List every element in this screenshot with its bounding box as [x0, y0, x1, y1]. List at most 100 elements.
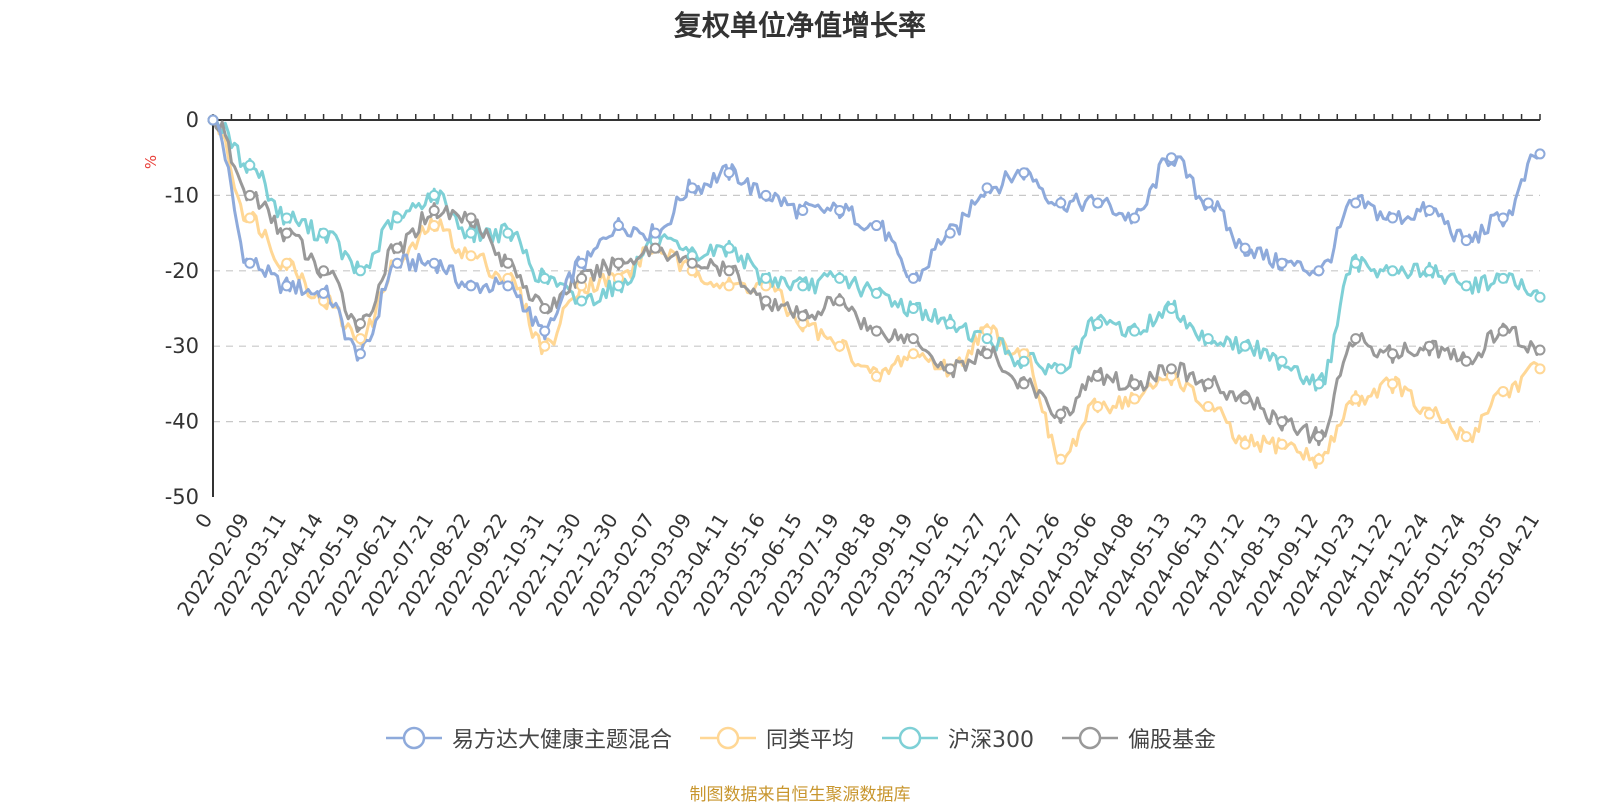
data-point — [539, 272, 551, 284]
legend-item[interactable]: 同类平均 — [698, 722, 854, 754]
data-point — [871, 220, 882, 232]
data-point — [391, 212, 403, 224]
data-point — [1276, 355, 1288, 367]
data-point — [907, 272, 919, 284]
data-point — [1165, 152, 1177, 164]
data-point — [1055, 197, 1067, 209]
data-point — [612, 280, 624, 292]
legend-label: 同类平均 — [765, 728, 854, 753]
legend-label: 沪深300 — [948, 728, 1034, 753]
data-point — [944, 227, 956, 239]
data-point — [318, 287, 330, 299]
data-point — [1276, 257, 1288, 269]
data-point — [391, 257, 403, 269]
data-point — [1239, 438, 1251, 450]
data-point — [1387, 348, 1399, 360]
data-point — [797, 204, 809, 216]
data-point — [1534, 344, 1546, 356]
data-point — [1423, 340, 1435, 352]
data-point — [981, 348, 993, 360]
data-point — [465, 280, 477, 292]
data-point — [834, 204, 846, 216]
data-point — [1534, 363, 1546, 375]
data-point — [981, 182, 993, 194]
data-point — [1387, 265, 1399, 277]
data-point — [834, 340, 846, 352]
data-point — [1497, 325, 1509, 337]
legend-item[interactable]: 沪深300 — [880, 722, 1034, 754]
y-tick-label: 0 — [186, 108, 199, 132]
axis-labels: 0-10-20-30-40-50%02022-02-092022-03-1120… — [142, 108, 1544, 620]
data-point — [1202, 378, 1214, 390]
source-note: 制图数据来自恒生聚源数据库 — [689, 785, 911, 805]
data-point — [797, 310, 809, 322]
data-point — [944, 363, 956, 375]
chart-area: 0-10-20-30-40-50%02022-02-092022-03-1120… — [142, 108, 1546, 620]
data-point — [281, 212, 293, 224]
data-point — [723, 167, 735, 179]
data-point — [1092, 197, 1104, 209]
legend-label: 偏股基金 — [1128, 728, 1217, 753]
data-point — [797, 280, 809, 292]
chart-title: 复权单位净值增长率 — [673, 9, 926, 42]
data-point — [465, 212, 477, 224]
data-point — [834, 295, 846, 307]
data-point — [576, 295, 588, 307]
data-point — [907, 333, 919, 345]
data-point — [244, 189, 256, 201]
data-point — [1239, 393, 1251, 405]
data-point — [649, 242, 661, 254]
data-point — [1202, 197, 1214, 209]
data-point — [723, 265, 735, 277]
legend-item[interactable]: 易方达大健康主题混合 — [384, 722, 672, 754]
data-point — [1055, 453, 1067, 465]
data-point — [281, 227, 293, 239]
data-point — [1497, 212, 1509, 224]
data-point — [576, 272, 588, 284]
data-point — [723, 242, 735, 254]
legend-marker-icon — [882, 726, 938, 750]
data-point — [1423, 265, 1435, 277]
data-point — [1350, 393, 1362, 405]
data-point — [1165, 363, 1177, 375]
data-point — [354, 333, 366, 345]
data-point — [1055, 408, 1067, 420]
data-point — [1387, 378, 1399, 390]
data-point — [1350, 333, 1362, 345]
data-point — [244, 212, 256, 224]
data-point — [1092, 318, 1104, 330]
data-point — [1534, 148, 1546, 160]
data-point — [1497, 272, 1509, 284]
data-point — [539, 303, 551, 314]
data-point — [207, 114, 219, 126]
data-point — [907, 303, 919, 314]
y-tick-label: -40 — [165, 410, 199, 434]
data-point — [1092, 370, 1104, 382]
data-point — [871, 370, 882, 382]
x-tick-label: 0 — [190, 509, 217, 533]
data-point — [539, 325, 551, 337]
data-point — [1018, 167, 1030, 179]
data-point — [354, 265, 366, 277]
data-point — [1276, 438, 1288, 450]
data-point — [1239, 242, 1251, 254]
data-point — [428, 189, 440, 201]
data-point — [1497, 385, 1509, 397]
data-point — [1423, 408, 1435, 420]
data-point — [244, 159, 256, 171]
data-point — [1460, 431, 1472, 443]
data-point — [465, 250, 477, 262]
data-point — [502, 227, 514, 239]
data-point — [428, 220, 440, 232]
data-point — [686, 257, 698, 269]
data-point — [1460, 235, 1472, 247]
data-point — [760, 189, 772, 201]
data-point — [576, 257, 588, 269]
data-point — [834, 272, 846, 284]
data-point — [686, 182, 698, 194]
data-point — [539, 340, 551, 352]
series-markers — [207, 114, 1546, 465]
legend-item[interactable]: 偏股基金 — [1060, 722, 1216, 754]
y-tick-label: -20 — [165, 259, 199, 283]
data-point — [612, 220, 624, 232]
